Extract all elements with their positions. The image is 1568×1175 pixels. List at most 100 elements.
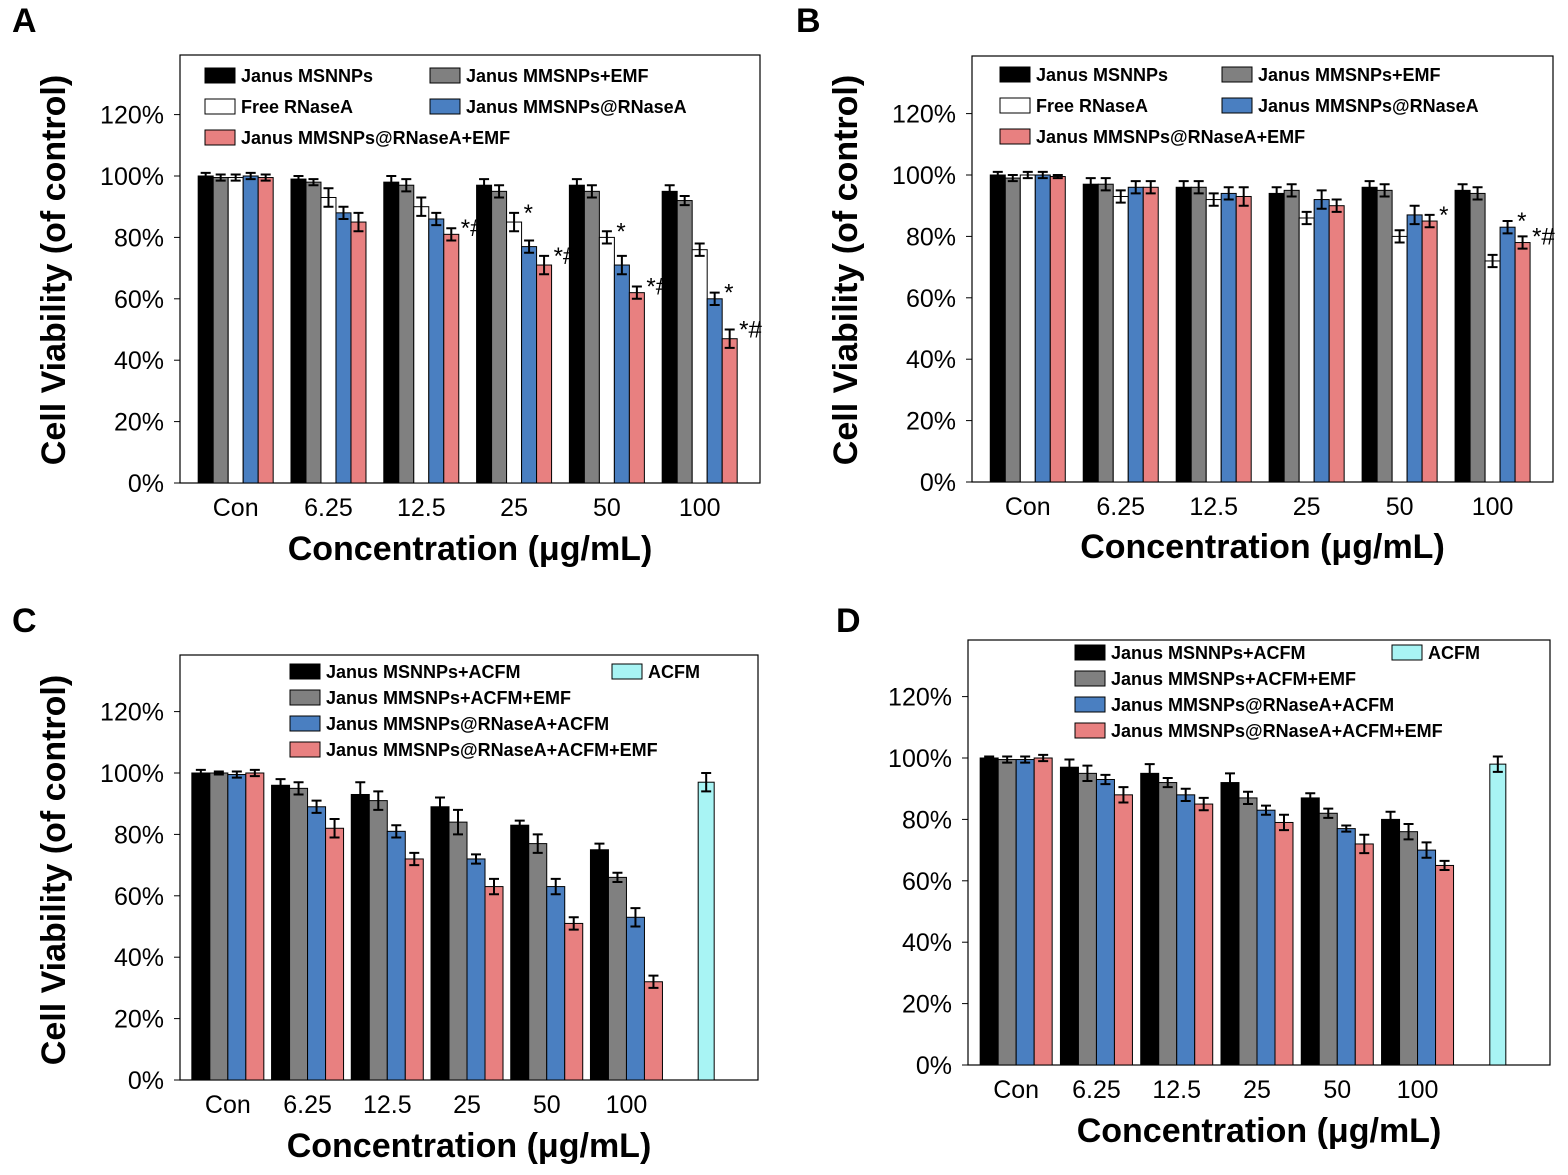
bar-black bbox=[661, 190, 678, 484]
y-tick-label: 0% bbox=[128, 470, 164, 498]
panel-label: C bbox=[12, 602, 37, 640]
y-tick-label: 40% bbox=[902, 929, 952, 957]
bar-white bbox=[1205, 199, 1222, 483]
error-bar bbox=[1002, 755, 1013, 764]
error-bar bbox=[1323, 807, 1334, 819]
plot-frame bbox=[179, 54, 761, 484]
bar-pink bbox=[1113, 794, 1133, 1066]
bar-white bbox=[506, 221, 523, 484]
error-bar bbox=[631, 285, 642, 300]
error-bar bbox=[1208, 192, 1219, 207]
y-axis-label: Cell Viability (of control) bbox=[827, 75, 865, 465]
significance-mark: *# bbox=[739, 317, 762, 344]
error-bar bbox=[1517, 235, 1528, 250]
bar-gray bbox=[1283, 189, 1300, 483]
error-bar bbox=[479, 178, 490, 193]
bar-gray bbox=[997, 759, 1017, 1066]
bar-gray bbox=[1238, 797, 1258, 1066]
error-bar bbox=[1038, 753, 1049, 763]
error-bar bbox=[1022, 170, 1033, 180]
legend: Janus MSNNPs Free RNaseA Janus MMSNPs@RNas… bbox=[999, 65, 1479, 147]
error-bar bbox=[308, 178, 319, 187]
bar-white bbox=[1298, 217, 1315, 483]
error-bar bbox=[215, 173, 226, 182]
legend-swatch bbox=[999, 97, 1031, 114]
bar-blue bbox=[1176, 794, 1196, 1066]
error-bar bbox=[509, 211, 520, 233]
error-bar bbox=[453, 808, 464, 836]
error-bar bbox=[1180, 787, 1191, 802]
error-bar bbox=[1198, 796, 1209, 812]
legend-label: Janus MMSNPs@RNaseA bbox=[1258, 96, 1479, 116]
legend-swatch bbox=[289, 689, 321, 706]
bar-gray bbox=[607, 876, 627, 1081]
error-bar bbox=[249, 768, 260, 778]
panel-label: D bbox=[836, 602, 861, 640]
x-tick-label: 50 bbox=[1386, 493, 1414, 521]
bar-blue bbox=[428, 218, 445, 484]
x-axis-label: Concentration (μg/mL) bbox=[1077, 1112, 1442, 1150]
error-bar bbox=[1260, 804, 1271, 816]
error-bar bbox=[1144, 763, 1155, 784]
error-bar bbox=[1286, 183, 1297, 198]
bar-pink bbox=[1435, 864, 1455, 1066]
legend-label: Janus MMSNPs+EMF bbox=[1258, 65, 1441, 85]
bar-blue bbox=[1417, 849, 1437, 1066]
error-bar bbox=[1130, 180, 1141, 195]
error-bar bbox=[1364, 180, 1375, 195]
legend-swatch bbox=[1221, 66, 1253, 83]
legend-swatch bbox=[429, 67, 461, 84]
error-bar bbox=[1301, 210, 1312, 226]
bar-black bbox=[1082, 183, 1099, 483]
error-bar bbox=[1193, 180, 1204, 195]
plot-frame bbox=[971, 55, 1554, 483]
error-bar bbox=[630, 907, 641, 928]
error-bar bbox=[709, 291, 720, 306]
bar-pink bbox=[257, 177, 274, 484]
error-bar bbox=[311, 799, 322, 814]
error-bar bbox=[586, 184, 597, 199]
bar-white bbox=[598, 236, 615, 484]
legend-swatch bbox=[289, 715, 321, 732]
y-tick-label: 0% bbox=[916, 1052, 952, 1080]
bar-black bbox=[989, 174, 1006, 483]
bar-gray bbox=[212, 177, 229, 484]
y-tick-label: 20% bbox=[902, 991, 952, 1019]
error-bar bbox=[353, 211, 364, 233]
y-tick-label: 40% bbox=[114, 347, 164, 375]
panel-B: B 0% 20% 40% 60% 80% 100% 120% Cell Viability (o… bbox=[796, 2, 1555, 566]
bar-white bbox=[227, 177, 244, 484]
y-tick-label: 100% bbox=[100, 760, 164, 788]
error-bar bbox=[1457, 183, 1468, 198]
bar-white bbox=[1391, 235, 1408, 483]
error-bar bbox=[992, 170, 1003, 180]
x-tick-label: 12.5 bbox=[397, 494, 446, 522]
x-tick-label: 25 bbox=[1293, 493, 1321, 521]
legend-swatch bbox=[429, 98, 461, 115]
legend-label: Janus MMSNPs@RNaseA bbox=[466, 97, 687, 117]
bar-blue bbox=[1015, 759, 1035, 1066]
legend-label: Janus MSNNPs bbox=[241, 66, 373, 86]
bar-pink bbox=[1328, 205, 1345, 483]
legend-label: Janus MMSNPs+EMF bbox=[466, 66, 649, 86]
error-bar bbox=[293, 781, 304, 796]
legend-label: Free RNaseA bbox=[1036, 96, 1148, 116]
bar-black bbox=[350, 793, 370, 1081]
y-tick-label: 0% bbox=[920, 469, 956, 497]
y-tick-label: 100% bbox=[892, 162, 956, 190]
bar-black bbox=[290, 178, 307, 484]
error-bar bbox=[1316, 189, 1327, 210]
legend-label: Janus MMSNPs@RNaseA+EMF bbox=[1036, 127, 1305, 147]
legend-label: Janus MMSNPs@RNaseA+ACFM bbox=[1111, 695, 1394, 715]
error-bar bbox=[1223, 186, 1234, 201]
y-tick-label: 100% bbox=[888, 745, 952, 773]
bar-gray bbox=[289, 787, 309, 1081]
panel-D: D 0% 20% 40% 60% 80% 100% 120% Concentration (μg… bbox=[836, 602, 1551, 1150]
legend-label: Free RNaseA bbox=[241, 97, 353, 117]
error-bar bbox=[1037, 170, 1048, 180]
bar-black bbox=[1454, 189, 1471, 483]
y-tick-label: 120% bbox=[892, 101, 956, 129]
bar-blue bbox=[625, 916, 645, 1081]
y-tick-label: 60% bbox=[906, 285, 956, 313]
